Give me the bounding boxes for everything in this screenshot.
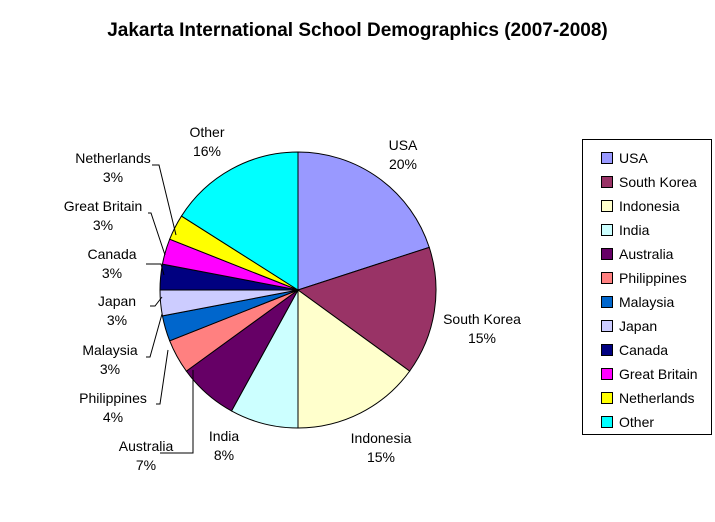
leader-line-japan bbox=[150, 296, 163, 307]
legend-label: Australia bbox=[619, 246, 674, 262]
slice-label-netherlands: Netherlands bbox=[75, 150, 151, 166]
legend-item-japan: Japan bbox=[583, 314, 711, 338]
legend-swatch bbox=[601, 416, 613, 428]
slice-value-label-australia: 7% bbox=[136, 457, 156, 473]
legend-label: Other bbox=[619, 414, 655, 430]
legend-label: Netherlands bbox=[619, 390, 695, 406]
slice-value-label-usa: 20% bbox=[389, 156, 417, 172]
legend-label: Japan bbox=[619, 318, 658, 334]
legend-swatch bbox=[601, 296, 613, 308]
slice-value-label-other: 16% bbox=[193, 143, 221, 159]
legend-label: USA bbox=[619, 150, 648, 166]
slice-label-canada: Canada bbox=[87, 246, 136, 262]
legend-label: Malaysia bbox=[619, 294, 675, 310]
legend-item-other: Other bbox=[583, 410, 711, 434]
slice-label-japan: Japan bbox=[98, 293, 136, 309]
slice-label-malaysia: Malaysia bbox=[82, 342, 137, 358]
legend-label: Great Britain bbox=[619, 366, 698, 382]
slice-value-label-canada: 3% bbox=[102, 265, 122, 281]
leader-line-netherlands bbox=[152, 164, 177, 236]
legend-item-canada: Canada bbox=[583, 338, 711, 362]
pie-slice-indonesia bbox=[297, 289, 411, 429]
legend-swatch bbox=[601, 152, 613, 164]
slice-value-label-india: 8% bbox=[214, 447, 234, 463]
legend-swatch bbox=[601, 392, 613, 404]
slice-value-label-japan: 3% bbox=[107, 312, 127, 328]
slice-value-label-south-korea: 15% bbox=[468, 330, 496, 346]
slice-label-indonesia: Indonesia bbox=[351, 430, 412, 446]
legend-swatch bbox=[601, 344, 613, 356]
legend-item-india: India bbox=[583, 218, 711, 242]
legend-item-netherlands: Netherlands bbox=[583, 386, 711, 410]
leader-line-malaysia bbox=[146, 313, 163, 358]
legend-label: Canada bbox=[619, 342, 669, 358]
slice-label-philippines: Philippines bbox=[79, 390, 147, 406]
leader-line-australia bbox=[160, 370, 194, 454]
legend-item-philippines: Philippines bbox=[583, 266, 711, 290]
slice-label-other: Other bbox=[189, 124, 224, 140]
legend-swatch bbox=[601, 248, 613, 260]
slice-label-great-britain: Great Britain bbox=[64, 198, 143, 214]
pie-slice-usa bbox=[297, 151, 430, 291]
chart-title: Jakarta International School Demographic… bbox=[107, 20, 608, 41]
legend-swatch bbox=[601, 224, 613, 236]
chart-legend: USA South Korea Indonesia India Australia Phi… bbox=[582, 139, 712, 435]
slice-value-label-indonesia: 15% bbox=[367, 449, 395, 465]
legend-item-great-britain: Great Britain bbox=[583, 362, 711, 386]
slice-value-label-malaysia: 3% bbox=[100, 361, 120, 377]
slice-value-label-great-britain: 3% bbox=[93, 217, 113, 233]
slice-label-usa: USA bbox=[389, 137, 418, 153]
legend-item-australia: Australia bbox=[583, 242, 711, 266]
leader-line-philippines bbox=[156, 349, 169, 405]
legend-label: Indonesia bbox=[619, 198, 680, 214]
legend-swatch bbox=[601, 200, 613, 212]
legend-item-malaysia: Malaysia bbox=[583, 290, 711, 314]
legend-swatch bbox=[601, 320, 613, 332]
legend-item-south-korea: South Korea bbox=[583, 170, 711, 194]
legend-swatch bbox=[601, 368, 613, 380]
slice-label-australia: Australia bbox=[119, 438, 174, 454]
leader-line-canada bbox=[146, 263, 165, 276]
legend-swatch bbox=[601, 176, 613, 188]
legend-label: India bbox=[619, 222, 650, 238]
legend-swatch bbox=[601, 272, 613, 284]
slice-value-label-philippines: 4% bbox=[103, 409, 123, 425]
legend-label: South Korea bbox=[619, 174, 697, 190]
leader-line-great-britain bbox=[148, 212, 166, 256]
slice-value-label-netherlands: 3% bbox=[103, 169, 123, 185]
legend-item-usa: USA bbox=[583, 146, 711, 170]
legend-item-indonesia: Indonesia bbox=[583, 194, 711, 218]
pie-slice-south-korea bbox=[296, 246, 437, 372]
legend-label: Philippines bbox=[619, 270, 687, 286]
slice-label-india: India bbox=[209, 428, 240, 444]
pie-slice-other bbox=[180, 151, 299, 291]
slice-label-south-korea: South Korea bbox=[443, 311, 521, 327]
